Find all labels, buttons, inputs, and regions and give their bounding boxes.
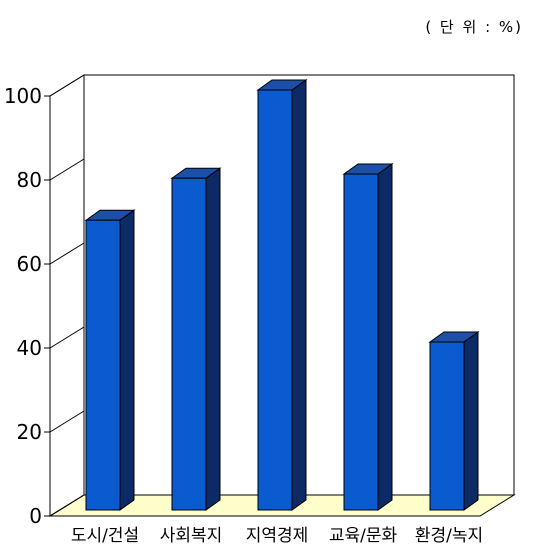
bar [428,331,480,511]
bar-side [205,167,221,511]
x-category-label: 도시/건설 [71,526,139,546]
y-tick-depth-line [49,326,85,349]
y-tick-label: 40 [17,336,42,360]
chart-side-wall [49,74,85,517]
y-tick-depth-line [49,242,85,265]
y-tick-depth-line [49,74,85,97]
bar-side [463,331,479,511]
bars [84,79,480,511]
y-tick-depth-line [49,410,85,433]
bar-side [119,209,135,511]
bar [256,79,308,511]
y-tick-depth-line [49,158,85,181]
y-tick-depth-line [49,494,85,517]
y-tick-label: 80 [17,168,42,192]
bar [342,163,394,511]
y-tick-label: 20 [17,420,42,444]
bar [170,167,222,511]
x-category-label: 교육/문화 [329,526,398,546]
y-tick-label: 60 [17,252,42,276]
y-tick-label: 0 [29,504,42,528]
bar [84,209,136,511]
x-category-label: 사회복지 [160,526,223,546]
bar-front [429,341,465,511]
y-tick-label: 100 [4,84,42,108]
unit-note: ( 단 위 : %) [425,18,523,36]
x-category-label: 환경/녹지 [415,526,483,546]
x-axis-labels: 도시/건설 사회복지 지역경제 교육/문화 환경/녹지 [71,526,483,546]
x-category-label: 지역경제 [246,526,309,546]
bar-front [257,89,293,511]
bar-front [343,173,379,511]
y-axis-ticks: 0 20 40 60 80 100 [4,74,85,528]
bar-side [291,79,307,511]
bar-side [377,163,393,511]
bar-front [85,219,121,511]
bar-front [171,177,207,511]
